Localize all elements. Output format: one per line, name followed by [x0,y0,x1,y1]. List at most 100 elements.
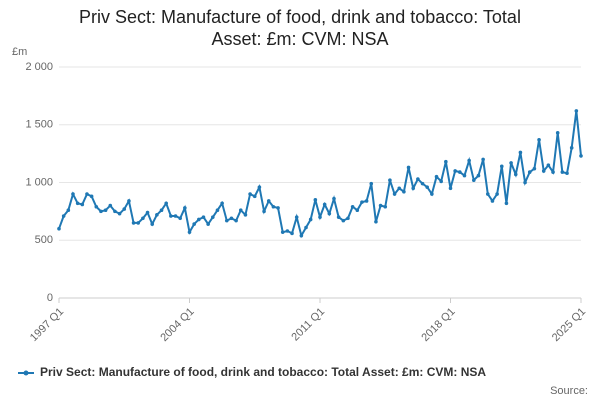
point [509,161,513,165]
point [276,206,280,210]
point [61,214,66,218]
point [155,213,159,217]
point [197,217,201,222]
point [215,208,220,213]
point [499,164,504,169]
point [579,154,583,158]
point [388,178,392,182]
point [206,222,210,226]
point [318,215,322,219]
point [159,208,164,213]
point [173,214,178,218]
point [416,177,420,181]
point [234,218,238,223]
y-unit: £m [12,46,27,58]
point [527,170,532,174]
point [532,166,537,171]
chart-title: Priv Sect: Manufacture of food, drink an… [79,7,521,49]
point [406,165,411,170]
y-tick-label: 1 500 [25,119,53,131]
point [560,170,565,174]
point [430,192,434,196]
point [80,202,85,207]
point [238,208,243,213]
point [551,170,555,174]
point [481,157,485,162]
point [444,159,448,164]
point [252,194,257,199]
point [224,218,229,223]
point [164,201,168,206]
point [271,204,276,209]
point [211,215,215,219]
point [108,203,113,208]
x-tick-label: 2018 Q1 [419,306,457,344]
y-tick-label: 2 000 [25,61,53,73]
point [243,213,248,217]
point [290,231,294,236]
point [555,131,560,135]
point [346,216,350,221]
point [178,216,182,221]
x-tick-label: 1997 Q1 [28,306,66,344]
point [308,217,313,222]
source: Source: [550,385,588,397]
point [383,204,388,209]
point [467,158,471,163]
point [89,194,94,199]
point [201,215,206,219]
point [378,203,383,208]
point [122,207,127,211]
point [402,189,406,194]
point [266,199,271,203]
point [304,225,308,230]
point [495,192,499,196]
point [472,178,476,182]
point [294,215,299,219]
point [299,233,304,238]
point [360,200,364,204]
point [350,204,355,209]
point [462,173,467,178]
point [257,185,262,189]
point [280,230,285,234]
point [546,163,551,167]
point [397,186,402,191]
point [490,199,495,203]
point [434,174,439,179]
point [504,201,509,206]
point [103,208,108,213]
point [565,171,569,176]
point [518,150,523,155]
point [453,169,457,173]
point [313,198,318,202]
point [220,201,224,206]
point [523,180,527,185]
point [169,214,173,218]
y-tick-label: 500 [35,234,53,246]
x-tick-label: 2004 Q1 [158,306,196,344]
point [99,209,103,214]
point [127,199,131,203]
legend-label: Priv Sect: Manufacture of food, drink an… [40,365,486,379]
point [364,199,369,203]
point [574,109,579,113]
point [420,181,425,186]
point [369,181,374,186]
point [145,210,150,215]
point [183,206,187,210]
point [94,204,99,209]
y-tick-label: 1 000 [25,176,53,188]
point [569,146,574,150]
point [57,226,61,231]
point [136,221,141,225]
point [458,170,462,174]
point [229,216,234,221]
point [187,230,192,234]
point [285,229,290,233]
point [485,192,490,196]
point [192,222,196,226]
point [448,186,453,191]
